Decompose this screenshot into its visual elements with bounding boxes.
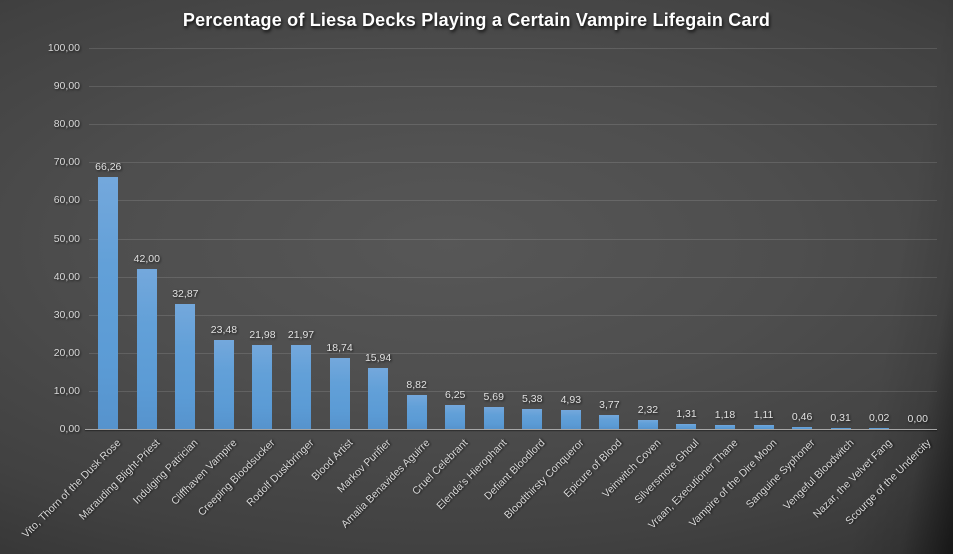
bar-value-label: 5,38 xyxy=(522,392,543,405)
bar xyxy=(98,176,119,429)
bar-value-label: 1,11 xyxy=(753,408,774,421)
bar-value-label: 0,02 xyxy=(868,411,890,424)
bar-value-label: 0,00 xyxy=(907,413,928,425)
bar-value-label: 4,93 xyxy=(560,394,582,407)
gridline xyxy=(89,238,937,240)
bar xyxy=(329,357,350,429)
gridline xyxy=(89,48,937,49)
bar xyxy=(792,427,813,429)
bar xyxy=(368,368,389,429)
bar-value-label: 21,98 xyxy=(249,329,276,342)
bar xyxy=(599,414,620,429)
bar-value-label: 5,69 xyxy=(483,391,504,404)
y-axis-tick-label: 50,00 xyxy=(53,232,80,245)
gridline xyxy=(89,276,937,278)
bar xyxy=(483,407,504,429)
bar xyxy=(406,395,427,429)
bar-value-label: 0,46 xyxy=(791,411,813,424)
bar xyxy=(213,339,234,429)
y-axis-tick-label: 10,00 xyxy=(53,384,80,397)
bar-value-label: 21,97 xyxy=(287,329,315,342)
bar-value-label: 32,87 xyxy=(172,287,199,300)
y-axis-tick-label: 40,00 xyxy=(53,270,80,283)
bar xyxy=(637,420,658,429)
chart-title: Percentage of Liesa Decks Playing a Cert… xyxy=(182,10,771,30)
bar-value-label: 1,18 xyxy=(714,408,736,421)
bar-value-label: 23,48 xyxy=(210,323,238,336)
y-axis-tick-label: 70,00 xyxy=(53,156,80,169)
bar xyxy=(715,424,735,429)
bar-value-label: 0,31 xyxy=(830,411,851,424)
bar xyxy=(560,410,581,429)
gridline xyxy=(89,200,937,202)
x-axis-line xyxy=(85,429,937,430)
bar xyxy=(753,424,774,429)
gridline xyxy=(89,314,937,316)
bar-value-label: 18,74 xyxy=(326,341,353,354)
y-axis-tick-label: 80,00 xyxy=(53,118,80,131)
bar xyxy=(291,345,311,429)
bar-value-label: 15,94 xyxy=(364,352,392,365)
y-axis-tick-label: 100,00 xyxy=(47,42,80,54)
bar xyxy=(676,424,697,429)
y-axis-tick-label: 60,00 xyxy=(53,194,80,207)
bar xyxy=(522,408,543,429)
gridline xyxy=(89,162,937,164)
y-axis-tick-label: 30,00 xyxy=(53,308,80,321)
bar xyxy=(136,268,157,429)
y-axis-tick-label: 90,00 xyxy=(53,80,80,93)
bar-value-label: 3,77 xyxy=(599,398,620,411)
bar xyxy=(445,405,466,429)
bar-value-label: 6,25 xyxy=(444,389,466,402)
bar-value-label: 42,00 xyxy=(133,252,160,265)
bar xyxy=(252,345,273,429)
gridline xyxy=(89,86,937,88)
y-axis-tick-label: 0,00 xyxy=(59,423,80,435)
bar-value-label: 66,26 xyxy=(95,160,122,173)
bar xyxy=(869,427,890,429)
bar-value-label: 1,31 xyxy=(676,408,697,420)
bar xyxy=(830,427,851,429)
gridline xyxy=(89,124,937,126)
bar xyxy=(175,303,196,429)
gridline xyxy=(89,390,937,392)
y-axis-tick-label: 20,00 xyxy=(53,346,80,359)
bar-value-label: 2,32 xyxy=(637,404,659,417)
gridline xyxy=(89,352,937,354)
bar-value-label: 8,82 xyxy=(406,379,427,392)
